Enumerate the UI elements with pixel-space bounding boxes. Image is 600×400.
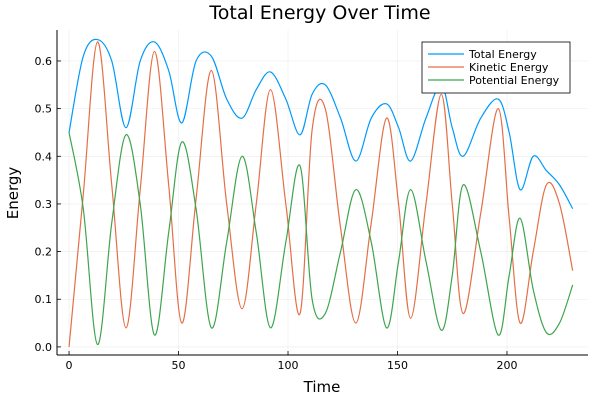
legend-label: Total Energy: [468, 48, 537, 61]
y-tick-label: 0.5: [35, 103, 53, 116]
x-tick-label: 150: [387, 359, 408, 372]
legend-label: Kinetic Energy: [469, 61, 549, 74]
series-line-potential-energy: [68, 132, 574, 346]
x-tick-label: 100: [278, 359, 299, 372]
y-tick-label: 0.1: [35, 293, 53, 306]
series-line-total-energy: [68, 38, 574, 209]
x-axis-label: Time: [303, 378, 341, 396]
y-tick-label: 0.2: [35, 246, 53, 259]
y-tick-label: 0.6: [35, 55, 53, 68]
series-line-kinetic-energy: [68, 41, 574, 347]
y-axis-label: Energy: [4, 167, 22, 220]
y-tick-label: 0.4: [35, 150, 53, 163]
x-tick-label: 200: [496, 359, 517, 372]
y-tick-label: 0.0: [35, 341, 53, 354]
x-tick-label: 0: [66, 359, 73, 372]
legend-label: Potential Energy: [469, 74, 560, 87]
series-group: [68, 38, 574, 347]
chart-title: Total Energy Over Time: [208, 2, 430, 24]
axes: 0 50 100 150 200 0.0 0.1 0.2 0.3 0.4 0.5 0.6: [35, 30, 588, 372]
x-tick-label: 50: [172, 359, 186, 372]
y-tick-label: 0.3: [35, 198, 53, 211]
